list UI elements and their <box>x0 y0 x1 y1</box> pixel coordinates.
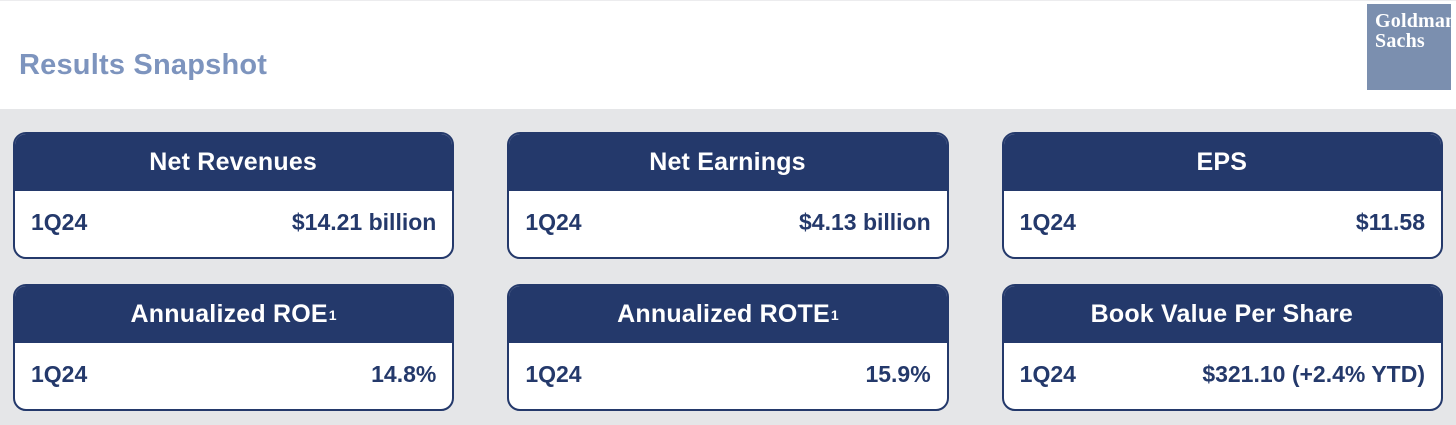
metric-value: $14.21 billion <box>291 208 437 235</box>
card-eps: EPS 1Q24 $11.58 <box>1001 132 1443 259</box>
card-body: 1Q24 15.9% <box>509 343 946 409</box>
card-title: Book Value Per Share <box>1003 286 1441 343</box>
card-title: Net Revenues <box>15 134 453 191</box>
metric-value: 15.9% <box>865 360 931 387</box>
card-body: 1Q24 $4.13 billion <box>509 191 946 257</box>
card-title-text: Annualized ROTE <box>617 300 830 328</box>
card-book-value-per-share: Book Value Per Share 1Q24 $321.10 (+2.4%… <box>1001 284 1443 411</box>
card-body: 1Q24 $11.58 <box>1004 191 1441 257</box>
metric-value: $321.10 (+2.4% YTD) <box>1202 360 1425 387</box>
metric-value: $11.58 <box>1355 208 1425 235</box>
card-net-revenues: Net Revenues 1Q24 $14.21 billion <box>13 132 455 259</box>
page-title: Results Snapshot <box>19 49 268 81</box>
card-title-text: Annualized ROE <box>130 300 328 328</box>
period-label: 1Q24 <box>1019 360 1076 387</box>
metric-cards-grid: Net Revenues 1Q24 $14.21 billion Net Ear… <box>13 132 1443 411</box>
card-body: 1Q24 $14.21 billion <box>15 191 452 257</box>
card-title-text: Net Revenues <box>149 148 318 176</box>
card-annualized-rote: Annualized ROTE 1 1Q24 15.9% <box>507 284 949 411</box>
card-title-text: Book Value Per Share <box>1090 300 1354 328</box>
logo-line-2: Sachs <box>1375 30 1425 52</box>
card-body: 1Q24 14.8% <box>15 343 452 409</box>
period-label: 1Q24 <box>525 208 582 235</box>
metric-value: $4.13 billion <box>799 208 931 235</box>
period-label: 1Q24 <box>31 208 88 235</box>
period-label: 1Q24 <box>525 360 582 387</box>
card-title: Net Earnings <box>509 134 947 191</box>
card-title: EPS <box>1003 134 1441 191</box>
card-body: 1Q24 $321.10 (+2.4% YTD) <box>1004 343 1441 409</box>
card-title: Annualized ROTE 1 <box>509 286 947 343</box>
period-label: 1Q24 <box>31 360 88 387</box>
card-title: Annualized ROE 1 <box>15 286 453 343</box>
card-title-text: EPS <box>1196 148 1248 176</box>
card-title-text: Net Earnings <box>649 148 806 176</box>
period-label: 1Q24 <box>1019 208 1076 235</box>
card-annualized-roe: Annualized ROE 1 1Q24 14.8% <box>13 284 455 411</box>
title-band: Results Snapshot Goldman Sachs <box>0 1 1456 109</box>
metric-value: 14.8% <box>371 360 437 387</box>
goldman-sachs-logo: Goldman Sachs <box>1367 4 1456 90</box>
card-net-earnings: Net Earnings 1Q24 $4.13 billion <box>507 132 949 259</box>
logo-line-1: Goldman <box>1375 10 1456 32</box>
